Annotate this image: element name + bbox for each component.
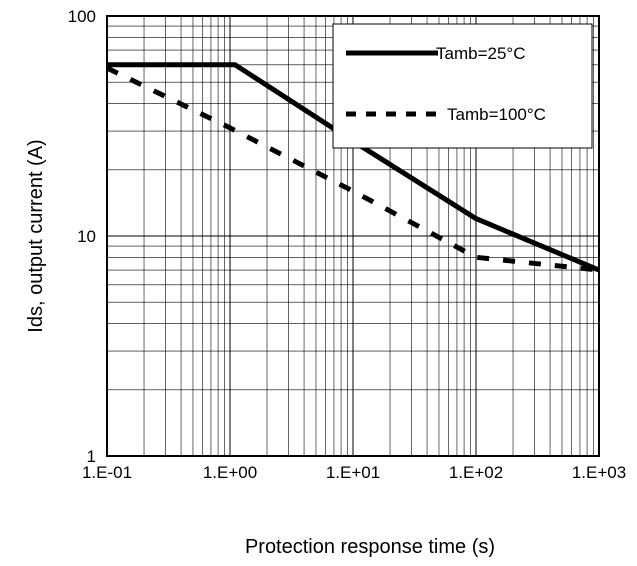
x-tick-label: 1.E+00: [203, 463, 257, 482]
y-tick-label: 100: [68, 7, 96, 26]
x-axis-title: Protection response time (s): [245, 536, 495, 558]
x-tick-label: 1.E-01: [82, 463, 132, 482]
tick-labels: 1.E-01 1.E+00 1.E+01 1.E+02 1.E+03 1 10 100: [68, 7, 627, 482]
y-axis-title: Ids, output current (A): [25, 139, 47, 332]
legend: Tamb=25°C Tamb=100°C: [332, 23, 593, 149]
legend-box: [332, 23, 593, 149]
x-tick-label: 1.E+03: [572, 463, 626, 482]
x-tick-label: 1.E+02: [449, 463, 503, 482]
legend-label-series-1: Tamb=25°C: [436, 44, 525, 63]
grid: [106, 15, 600, 457]
y-tick-label: 10: [77, 227, 96, 246]
plot-frame: [106, 15, 600, 457]
y-tick-label: 1: [87, 447, 96, 466]
x-tick-label: 1.E+01: [326, 463, 380, 482]
legend-label-series-2: Tamb=100°C: [447, 105, 546, 124]
